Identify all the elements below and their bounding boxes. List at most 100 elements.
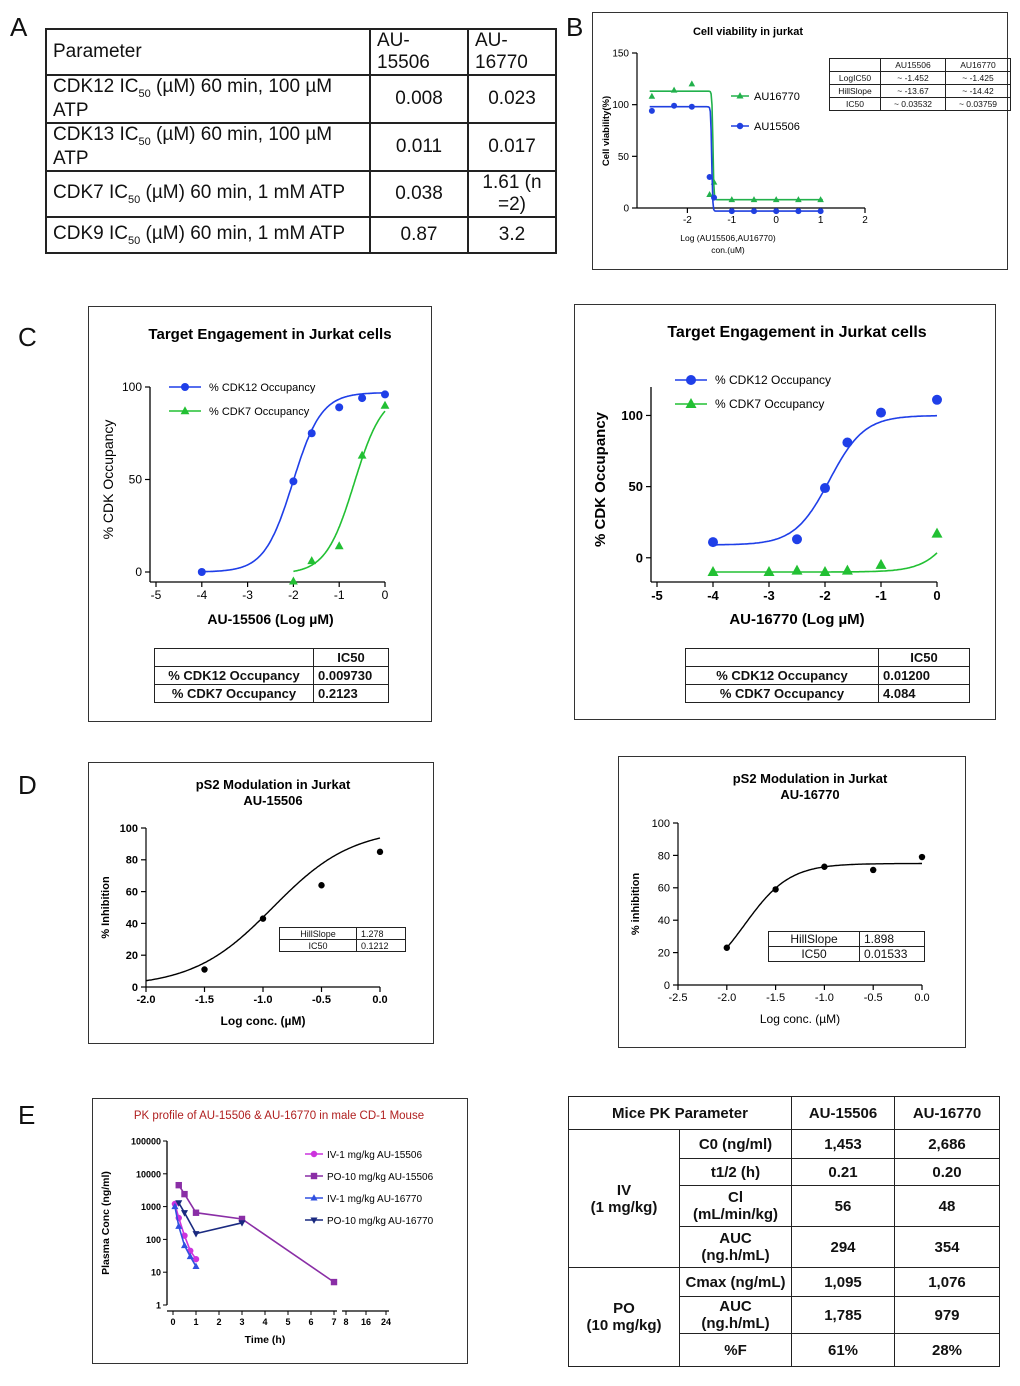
x-tick-label: 0 (382, 588, 389, 602)
legend-label: IV-1 mg/kg AU-16770 (327, 1194, 422, 1205)
x-tick-label: -2.5 (669, 992, 688, 1004)
value-cell: 28% (894, 1333, 1000, 1367)
chart-title: pS2 Modulation in Jurkat (196, 777, 351, 792)
y-axis-label: % inhibition (630, 873, 642, 936)
y-tick-label: 100 (146, 1235, 161, 1245)
header-cell: AU-16770 (894, 1096, 1000, 1130)
y-tick-label: 60 (658, 883, 670, 895)
header-cell: Parameter (45, 28, 371, 76)
data-point (334, 541, 344, 550)
table-cell (154, 648, 314, 667)
legend-label: IV-1 mg/kg AU-15506 (327, 1150, 422, 1161)
value-cell: 61% (791, 1333, 895, 1367)
x-tick-label: 7 (331, 1317, 336, 1327)
x-axis-label: Log conc. (µM) (221, 1014, 306, 1028)
y-tick-label: 1 (156, 1301, 161, 1311)
data-point (648, 107, 655, 114)
data-point (175, 1222, 183, 1229)
x-tick-label: 0 (933, 588, 940, 603)
x-tick-label: 3 (239, 1317, 244, 1327)
data-point (819, 566, 831, 576)
x-axis-label: AU-15506 (Log µM) (207, 611, 333, 627)
data-point (330, 1278, 338, 1286)
param-cell: CDK13 IC50 (µM) 60 min, 100 µM ATP (45, 121, 371, 172)
data-point (723, 944, 730, 951)
data-point (842, 437, 853, 448)
param-cell: CDK12 IC50 (µM) 60 min, 100 µM ATP (45, 74, 371, 124)
value-cell: 979 (894, 1296, 1000, 1334)
table-cell: IC50 (768, 946, 860, 962)
table-row: % CDK7 Occupancy 0.2123 (154, 684, 389, 703)
data-point (358, 394, 367, 403)
y-tick-label: 150 (612, 49, 629, 60)
table-cell: 0.2123 (313, 684, 389, 703)
ic50-table: Parameter AU-15506 AU-16770 CDK12 IC50 (… (45, 28, 557, 254)
legend-label: % CDK12 Occupancy (209, 382, 316, 394)
y-tick-label: 50 (629, 479, 643, 494)
legend-marker (310, 1194, 318, 1201)
param-cell: Cl (mL/min/kg) (679, 1185, 792, 1227)
table-cell: LogIC50 (829, 71, 881, 85)
header-cell: Mice PK Parameter (568, 1096, 792, 1130)
data-point (750, 196, 758, 203)
cell-viability-chart: Cell viability in jurkat Cell viability(… (601, 26, 868, 255)
table-row: Cl (mL/min/kg) 56 48 (569, 1185, 1000, 1227)
y-axis-label: % CDK Occupancy (100, 420, 116, 540)
table-row: LogIC50 ~ -1.452 ~ -1.425 (829, 71, 1011, 85)
legend-marker (310, 1150, 318, 1158)
data-point (706, 190, 713, 197)
series-line (178, 1184, 335, 1283)
x-tick-label: 4 (262, 1317, 267, 1327)
target-engagement-chart-au16770: -5 -4 -3 -2 -1 0 0 50 100 % CDK12 Occupancy % CDK… (592, 324, 943, 628)
c2-ic50-table: IC50 % CDK12 Occupancy 0.01200 % CDK7 Oc… (685, 648, 970, 703)
x-tick-label: 1 (193, 1317, 198, 1327)
data-point (773, 208, 780, 215)
ps2-modulation-chart-au16770: -2.5 -2.0 -1.5 -1.0 -0.5 0.0 0 20 40 60 80 100 pS2 … (630, 771, 930, 1026)
panel-label-c: C (18, 322, 37, 352)
legend-marker (686, 375, 696, 385)
value-cell: 56 (791, 1185, 895, 1227)
param-cell: CDK9 IC50 (µM) 60 min, 1 mM ATP (45, 215, 371, 254)
data-point (763, 566, 775, 576)
panel-label-e: E (18, 1100, 36, 1130)
fit-curve (145, 837, 381, 982)
y-axis-label: Plasma Conc (ng/ml) (100, 1171, 112, 1275)
panel-d2-frame (618, 756, 966, 1048)
table-row: % CDK7 Occupancy 4.084 (685, 684, 970, 703)
ic50-table-header: Parameter AU-15506 AU-16770 (45, 28, 557, 76)
table-row: IC50 0.1212 (279, 939, 406, 952)
x-tick-label: -0.5 (312, 994, 331, 1006)
data-point (181, 1190, 188, 1198)
table-cell: HillSlope (279, 927, 357, 940)
data-point (180, 1210, 189, 1217)
x-tick-label: 0.0 (914, 992, 929, 1004)
data-point (192, 1209, 200, 1216)
data-point (380, 400, 390, 409)
data-point (688, 80, 696, 87)
table-row: AUC (ng.h/mL) 1,785 979 (569, 1296, 1000, 1334)
data-point (817, 196, 824, 203)
table-cell: ~ -13.67 (880, 84, 946, 98)
value-cell: 1,095 (791, 1267, 895, 1297)
x-tick-label: 0 (773, 215, 779, 226)
y-tick-label: 20 (126, 950, 138, 962)
x-tick-label: 6 (308, 1317, 313, 1327)
table-cell: 0.1212 (356, 939, 406, 952)
data-point (711, 194, 718, 201)
c1-ic50-table: IC50 % CDK12 Occupancy 0.009730 % CDK7 O… (154, 648, 389, 703)
chart-title: pS2 Modulation in Jurkat (733, 771, 888, 786)
y-tick-label: 100 (652, 818, 670, 830)
fit-curve (293, 410, 386, 573)
table-cell: % CDK12 Occupancy (685, 666, 879, 685)
header-cell: AU-15506 (791, 1096, 895, 1130)
data-point (171, 1202, 179, 1210)
x-tick-label: -2 (819, 588, 831, 603)
y-tick-label: 0 (664, 980, 670, 992)
table-row: CDK9 IC50 (µM) 60 min, 1 mM ATP 0.87 3.2 (45, 215, 557, 254)
value-cell: 0.023 (467, 74, 557, 124)
table-row: % CDK12 Occupancy 0.01200 (685, 666, 970, 685)
data-point (707, 566, 719, 576)
table-cell: ~ 0.03759 (945, 97, 1011, 111)
data-point (728, 208, 735, 215)
data-point (772, 886, 779, 893)
